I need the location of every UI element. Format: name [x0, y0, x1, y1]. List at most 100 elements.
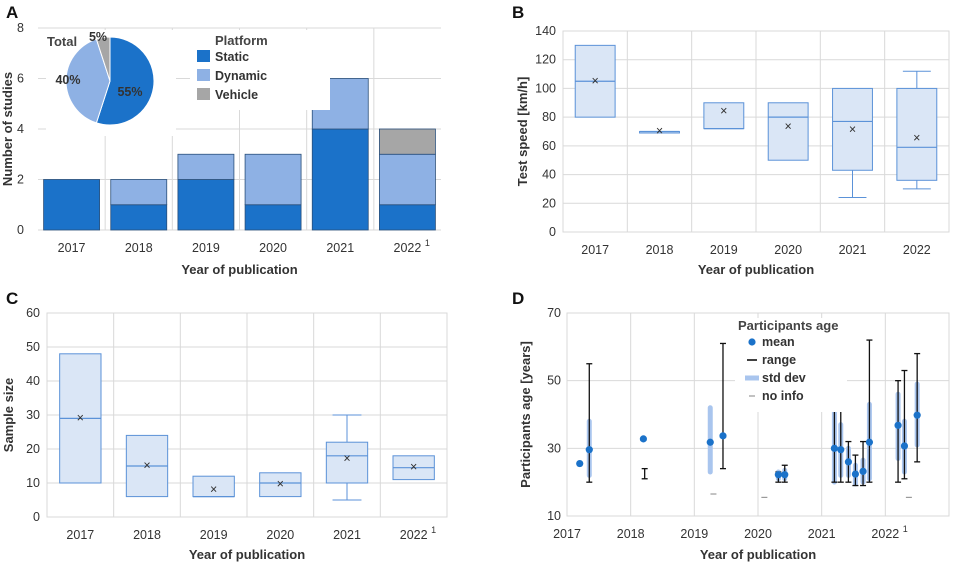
mean-point	[900, 442, 909, 450]
legend-swatch-vehicle	[197, 88, 210, 100]
mean-point	[830, 444, 839, 452]
pie-slice-dynamic	[65, 38, 111, 124]
x-tick-label: 2017	[58, 241, 86, 255]
y-tick-label: 6	[17, 72, 24, 86]
mean-point	[639, 435, 648, 443]
y-tick-label: 10	[26, 476, 40, 490]
legend-label-vehicle: Vehicle	[215, 88, 258, 102]
y-tick-label: 0	[549, 225, 556, 239]
x-tick-label-superscript: 1	[425, 238, 430, 248]
bar-vehicle-2022	[379, 128, 436, 155]
mean-point	[894, 421, 902, 429]
mean-point	[781, 471, 789, 479]
bar-static-2021	[311, 128, 369, 231]
legend-swatch-dynamic	[197, 69, 210, 81]
legend-swatch-static	[197, 50, 210, 62]
panel-letter-b: B	[512, 3, 524, 22]
bar-dynamic-2022	[379, 153, 436, 206]
mean-marker-2022: ×	[410, 460, 417, 474]
y-tick-label: 0	[33, 510, 40, 524]
panel-d-age-scatter: 10 30 50 70 2017 2018 2019 2020 2021 2022 1 Partici…	[518, 306, 950, 562]
x-tick-label: 2021	[326, 241, 354, 255]
mean-point	[844, 458, 853, 466]
panel-letter-a: A	[6, 3, 18, 22]
x-tick-label: 2021	[808, 527, 836, 541]
x-axis-title: Year of publication	[181, 262, 297, 277]
x-tick-label: 2019	[192, 241, 220, 255]
mean-point	[837, 446, 845, 454]
x-tick-label-superscript: 1	[431, 525, 436, 535]
x-tick-label: 2021	[333, 528, 361, 542]
legend-label-noinfo: no info	[762, 389, 804, 403]
y-tick-label: 10	[547, 509, 561, 523]
mean-marker-2020: ×	[785, 120, 792, 134]
x-axis-title: Year of publication	[700, 547, 816, 562]
y-axis-title: Test speed [km/h]	[515, 77, 530, 187]
x-tick-label: 2019	[200, 528, 228, 542]
y-tick-label: 40	[542, 168, 556, 182]
x-tick-label: 2020	[266, 528, 294, 542]
legend-label-dynamic: Dynamic	[215, 69, 267, 83]
y-tick-label: 100	[535, 81, 556, 95]
x-tick-label: 2022	[903, 243, 931, 257]
legend-swatch-mean	[748, 338, 756, 346]
x-tick-label: 2019	[680, 527, 708, 541]
y-tick-label: 2	[17, 173, 24, 187]
mean-marker-2019: ×	[720, 104, 727, 118]
legend-label-static: Static	[215, 50, 249, 64]
panel-letter-c: C	[6, 289, 18, 308]
mean-point	[706, 438, 714, 446]
box-2020	[767, 102, 809, 161]
x-tick-label: 2022	[871, 527, 899, 541]
box-2021	[325, 441, 369, 484]
y-tick-label: 4	[17, 122, 24, 136]
mean-marker-2019: ×	[210, 482, 217, 496]
x-tick-label: 2020	[259, 241, 287, 255]
x-tick-label: 2022	[400, 528, 428, 542]
mean-marker-2021: ×	[849, 123, 856, 137]
mean-point	[585, 446, 593, 454]
mean-point	[774, 471, 782, 479]
mean-point	[859, 467, 867, 475]
x-axis-title: Year of publication	[698, 262, 814, 277]
y-tick-label: 0	[17, 223, 24, 237]
x-tick-label: 2020	[744, 527, 772, 541]
x-tick-label: 2017	[66, 528, 94, 542]
y-tick-label: 50	[547, 374, 561, 388]
y-tick-label: 20	[542, 196, 556, 210]
bar-static-2022	[379, 204, 436, 231]
pie-slice-static	[95, 36, 155, 126]
panel-letter-d: D	[512, 289, 524, 308]
pie-label-static: 55%	[117, 85, 142, 99]
bar-dynamic-2018	[110, 179, 168, 206]
y-tick-label: 30	[26, 408, 40, 422]
mean-marker-2020: ×	[277, 477, 284, 491]
bar-static-2019	[177, 179, 235, 231]
bar-dynamic-2019	[177, 153, 235, 180]
mean-marker-2017: ×	[77, 411, 84, 425]
legend-label-sd: std dev	[762, 371, 806, 385]
box-2019	[703, 102, 745, 130]
legend-title: Participants age	[738, 318, 838, 333]
mean-point	[913, 411, 921, 419]
panel-a-stacked-bar-chart: 0 2 4 6 8 2017 2018 2019 2020 2021 2022 1 Year of pu…	[0, 21, 441, 277]
bar-static-2018	[110, 204, 168, 231]
mean-point	[719, 432, 727, 440]
y-tick-label: 70	[547, 306, 561, 320]
box-2020	[259, 472, 302, 498]
mean-marker-2017: ×	[592, 74, 599, 88]
x-tick-label: 2017	[581, 243, 609, 257]
pie-slice-vehicle	[95, 36, 111, 82]
x-tick-label: 2018	[133, 528, 161, 542]
y-tick-label: 40	[26, 374, 40, 388]
legend-label-mean: mean	[762, 335, 795, 349]
x-tick-label: 2021	[839, 243, 867, 257]
bar-static-2017	[43, 179, 100, 231]
bar-dynamic-2020	[244, 153, 302, 206]
mean-marker-2022: ×	[913, 131, 920, 145]
y-tick-label: 30	[547, 441, 561, 455]
y-tick-label: 20	[26, 442, 40, 456]
x-tick-label: 2018	[125, 241, 153, 255]
y-tick-label: 120	[535, 53, 556, 67]
